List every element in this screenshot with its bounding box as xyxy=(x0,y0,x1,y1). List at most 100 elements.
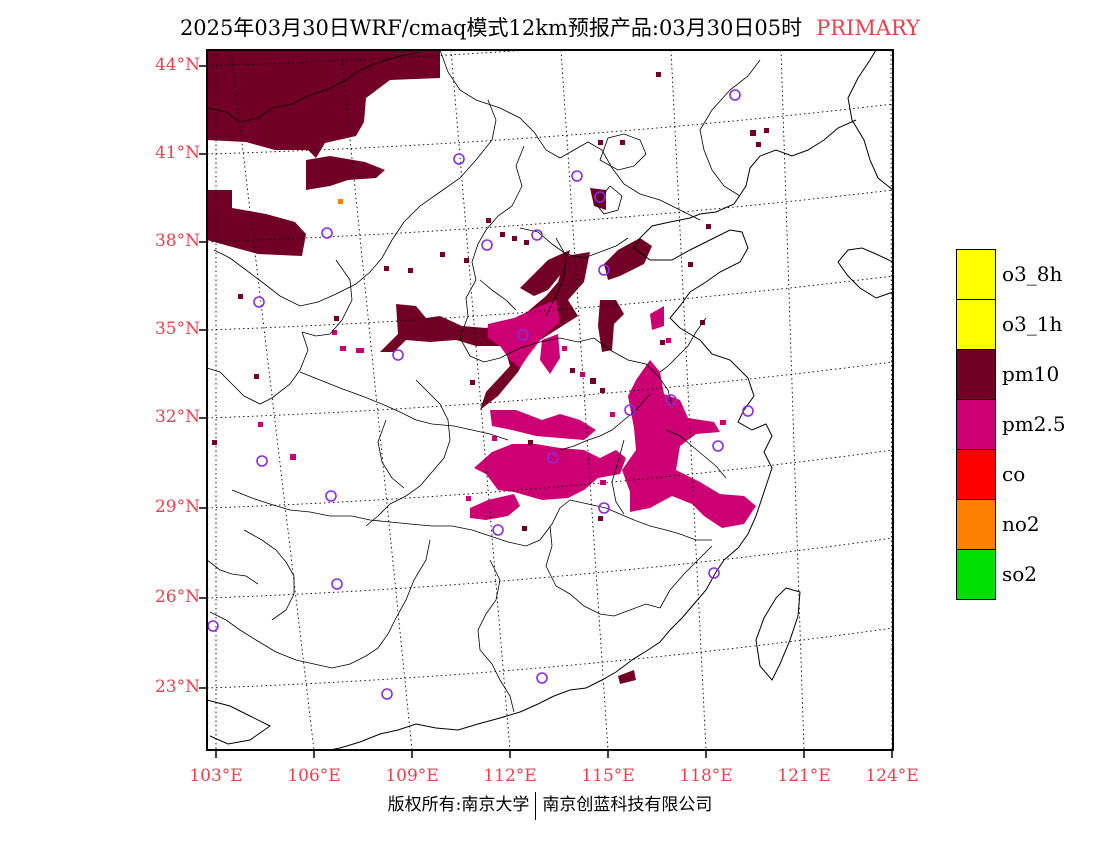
copyright-footer: 版权所有:南京大学 南京创蓝科技有限公司 xyxy=(0,790,1100,820)
station-marker xyxy=(492,524,504,536)
lat-label-29: 29°N xyxy=(154,497,200,517)
station-marker xyxy=(712,440,724,452)
map-title-text: 2025年03月30日WRF/cmaq模式12km预报产品:03月30日05时 xyxy=(179,16,803,40)
lat-label-35: 35°N xyxy=(154,319,200,339)
station-marker xyxy=(624,404,636,416)
map-frame xyxy=(206,49,894,751)
lat-label-44: 44°N xyxy=(154,55,200,75)
lat-label-32: 32°N xyxy=(154,407,200,427)
pm25-regions xyxy=(470,300,756,528)
legend-item-o3-1h: o3_1h xyxy=(956,299,1096,350)
pm25-region-yichang xyxy=(470,494,520,520)
lon-label-103: 103°E xyxy=(189,766,243,786)
pm10-region-north xyxy=(207,50,440,158)
lon-label-124: 124°E xyxy=(865,766,919,786)
legend-swatch xyxy=(956,399,996,450)
legend-swatch xyxy=(956,549,996,600)
province-lines xyxy=(207,50,761,713)
legend-label: o3_1h xyxy=(1002,312,1063,336)
station-marker xyxy=(207,620,219,632)
lon-label-121: 121°E xyxy=(777,766,831,786)
pm25-region-henan xyxy=(488,300,560,368)
legend-item-so2: so2 xyxy=(956,549,1096,600)
lon-label-118: 118°E xyxy=(679,766,733,786)
pm10-region-jinan xyxy=(598,300,624,352)
pm10-region-hebei xyxy=(604,238,652,280)
station-marker xyxy=(481,239,493,251)
legend-item-co: co xyxy=(956,449,1096,500)
pollution-speckles xyxy=(212,72,769,531)
station-marker xyxy=(729,89,741,101)
station-marker xyxy=(331,578,343,590)
pm10-region-loess xyxy=(380,252,590,410)
hainan-outline xyxy=(207,699,271,745)
pm25-region-henan-east xyxy=(540,334,560,374)
station-marker xyxy=(256,455,268,467)
legend-label: pm10 xyxy=(1002,362,1060,386)
korea-coast xyxy=(837,247,893,299)
lat-label-26: 26°N xyxy=(154,587,200,607)
station-marker xyxy=(531,229,543,241)
station-marker xyxy=(708,567,720,579)
pm10-region-guangdong xyxy=(618,670,636,684)
taiwan-outline xyxy=(755,587,801,681)
station-marker xyxy=(594,191,606,203)
boundaries xyxy=(207,50,893,750)
station-marker xyxy=(453,153,465,165)
station-marker xyxy=(253,296,265,308)
legend-label: pm2.5 xyxy=(1002,412,1066,436)
station-marker xyxy=(517,329,529,341)
legend-swatch xyxy=(956,449,996,500)
station-marker xyxy=(571,170,583,182)
station-marker xyxy=(598,264,610,276)
monitoring-stations xyxy=(207,89,754,700)
map-title: 2025年03月30日WRF/cmaq模式12km预报产品:03月30日05时 P… xyxy=(0,12,1100,42)
copyright-left: 版权所有:南京大学 xyxy=(387,795,530,815)
legend-swatch xyxy=(956,249,996,300)
legend-label: o3_8h xyxy=(1002,262,1063,286)
station-marker xyxy=(598,502,610,514)
station-marker xyxy=(325,490,337,502)
station-marker xyxy=(392,349,404,361)
legend-label: no2 xyxy=(1002,512,1040,536)
pm25-region-shandong-south xyxy=(650,306,664,330)
footer-divider xyxy=(535,791,537,820)
legend-swatch xyxy=(956,349,996,400)
pm10-regions xyxy=(207,50,652,684)
legend-item-no2: no2 xyxy=(956,499,1096,550)
station-marker xyxy=(381,688,393,700)
legend-swatch xyxy=(956,299,996,350)
lon-label-112: 112°E xyxy=(483,766,537,786)
map-area xyxy=(207,50,893,750)
station-marker xyxy=(536,672,548,684)
station-marker xyxy=(665,394,677,406)
pollutant-type-label: PRIMARY xyxy=(816,16,921,40)
lon-label-106: 106°E xyxy=(287,766,341,786)
pm25-region-anhui-jiangsu xyxy=(622,360,756,528)
pm10-region-beijing-south xyxy=(590,188,606,210)
lon-label-109: 109°E xyxy=(385,766,439,786)
legend-label: co xyxy=(1002,462,1026,486)
pm10-region-west xyxy=(207,190,306,256)
lat-label-41: 41°N xyxy=(154,143,200,163)
lon-label-115: 115°E xyxy=(581,766,635,786)
lat-label-38: 38°N xyxy=(154,231,200,251)
coastline xyxy=(327,50,893,750)
legend-label: so2 xyxy=(1002,562,1038,586)
station-marker xyxy=(742,405,754,417)
pm10-region-hetao xyxy=(306,156,385,190)
station-marker xyxy=(321,227,333,239)
no2-speckle xyxy=(338,199,343,204)
axis-ticks xyxy=(199,65,893,758)
pm10-region-north-strip xyxy=(210,100,362,142)
legend-item-o3-8h: o3_8h xyxy=(956,249,1096,300)
lat-label-23: 23°N xyxy=(154,677,200,697)
pm25-region-hubei xyxy=(474,444,626,500)
station-marker xyxy=(547,452,559,464)
pm25-region-middle xyxy=(490,410,596,440)
copyright-right: 南京创蓝科技有限公司 xyxy=(542,795,713,815)
pollutant-legend: o3_8h o3_1h pm10 pm2.5 co no2 so2 xyxy=(956,249,1096,600)
legend-item-pm10: pm10 xyxy=(956,349,1096,400)
pm10-region-shanxi xyxy=(520,250,570,296)
